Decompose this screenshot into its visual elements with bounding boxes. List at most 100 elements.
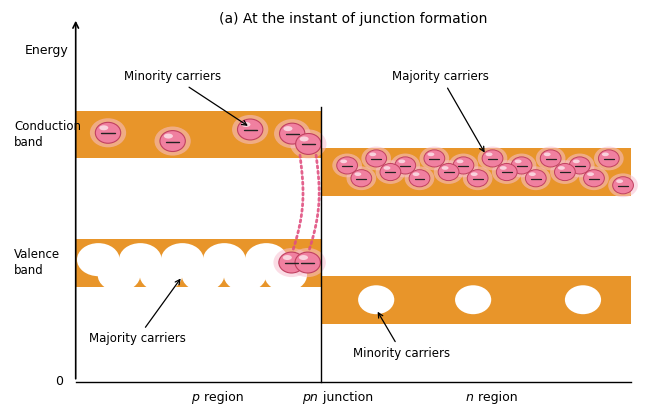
Ellipse shape	[366, 150, 387, 167]
Ellipse shape	[521, 166, 550, 190]
Text: region: region	[200, 391, 243, 404]
Text: Minority carriers: Minority carriers	[354, 313, 450, 360]
Ellipse shape	[442, 166, 448, 170]
Ellipse shape	[232, 115, 268, 144]
Ellipse shape	[361, 146, 391, 170]
Ellipse shape	[485, 152, 493, 156]
Ellipse shape	[602, 152, 609, 156]
Ellipse shape	[391, 154, 420, 177]
Ellipse shape	[358, 285, 395, 314]
Ellipse shape	[544, 152, 551, 156]
Ellipse shape	[541, 150, 561, 167]
Ellipse shape	[598, 150, 619, 167]
Ellipse shape	[245, 243, 288, 276]
Text: p: p	[191, 391, 199, 404]
Text: n: n	[465, 391, 473, 404]
Ellipse shape	[160, 131, 186, 151]
Text: Energy: Energy	[25, 45, 69, 57]
Ellipse shape	[453, 157, 474, 174]
Ellipse shape	[594, 146, 624, 170]
Ellipse shape	[616, 179, 623, 183]
Ellipse shape	[529, 172, 536, 176]
Ellipse shape	[569, 157, 590, 174]
Bar	[321, 276, 631, 324]
Ellipse shape	[154, 126, 191, 156]
Ellipse shape	[448, 154, 478, 177]
Ellipse shape	[98, 258, 140, 292]
Ellipse shape	[511, 157, 532, 174]
Ellipse shape	[300, 136, 309, 141]
Ellipse shape	[290, 129, 326, 158]
Ellipse shape	[550, 160, 580, 184]
Ellipse shape	[296, 134, 321, 154]
Ellipse shape	[273, 248, 310, 277]
Text: Majority carriers: Majority carriers	[89, 280, 186, 345]
Ellipse shape	[332, 154, 362, 177]
Ellipse shape	[279, 252, 304, 273]
Ellipse shape	[289, 248, 326, 277]
Ellipse shape	[463, 166, 493, 190]
Text: junction: junction	[319, 391, 373, 404]
Ellipse shape	[434, 160, 463, 184]
Ellipse shape	[608, 173, 638, 197]
Ellipse shape	[573, 159, 580, 163]
Ellipse shape	[395, 157, 415, 174]
Ellipse shape	[369, 152, 376, 156]
Ellipse shape	[478, 146, 508, 170]
Ellipse shape	[413, 172, 419, 176]
Ellipse shape	[583, 170, 604, 187]
Ellipse shape	[515, 159, 522, 163]
Ellipse shape	[405, 166, 434, 190]
Ellipse shape	[467, 170, 488, 187]
Ellipse shape	[613, 177, 633, 194]
Ellipse shape	[455, 285, 491, 314]
Ellipse shape	[99, 125, 108, 130]
Text: 0: 0	[56, 375, 64, 388]
Ellipse shape	[295, 252, 321, 273]
Ellipse shape	[536, 146, 565, 170]
Text: Minority carriers: Minority carriers	[124, 70, 247, 125]
Ellipse shape	[565, 154, 594, 177]
Ellipse shape	[526, 170, 546, 187]
Ellipse shape	[565, 285, 601, 314]
Ellipse shape	[182, 258, 225, 292]
Ellipse shape	[554, 163, 575, 181]
Ellipse shape	[340, 159, 347, 163]
Ellipse shape	[500, 166, 507, 170]
Ellipse shape	[471, 172, 478, 176]
Ellipse shape	[224, 258, 266, 292]
Ellipse shape	[507, 154, 537, 177]
Ellipse shape	[492, 160, 522, 184]
Ellipse shape	[95, 122, 121, 143]
Ellipse shape	[482, 150, 503, 167]
Ellipse shape	[409, 170, 430, 187]
Ellipse shape	[376, 160, 405, 184]
Ellipse shape	[496, 163, 517, 181]
Text: Valence
band: Valence band	[14, 248, 60, 277]
Text: region: region	[474, 391, 518, 404]
Ellipse shape	[274, 119, 310, 148]
Ellipse shape	[456, 159, 463, 163]
Ellipse shape	[238, 119, 263, 140]
Ellipse shape	[380, 163, 401, 181]
Ellipse shape	[419, 146, 449, 170]
Bar	[321, 148, 631, 196]
Ellipse shape	[77, 243, 119, 276]
Ellipse shape	[161, 243, 204, 276]
Ellipse shape	[203, 243, 246, 276]
Ellipse shape	[284, 126, 293, 131]
Ellipse shape	[347, 166, 376, 190]
Ellipse shape	[90, 118, 126, 147]
Ellipse shape	[351, 170, 372, 187]
Ellipse shape	[424, 150, 445, 167]
Ellipse shape	[241, 122, 251, 127]
Ellipse shape	[587, 172, 594, 176]
Text: (a) At the instant of junction formation: (a) At the instant of junction formation	[219, 12, 488, 26]
Ellipse shape	[140, 258, 182, 292]
Ellipse shape	[283, 255, 292, 260]
Ellipse shape	[438, 163, 459, 181]
Ellipse shape	[384, 166, 391, 170]
Bar	[76, 111, 321, 158]
Ellipse shape	[428, 152, 434, 156]
Ellipse shape	[299, 255, 308, 260]
